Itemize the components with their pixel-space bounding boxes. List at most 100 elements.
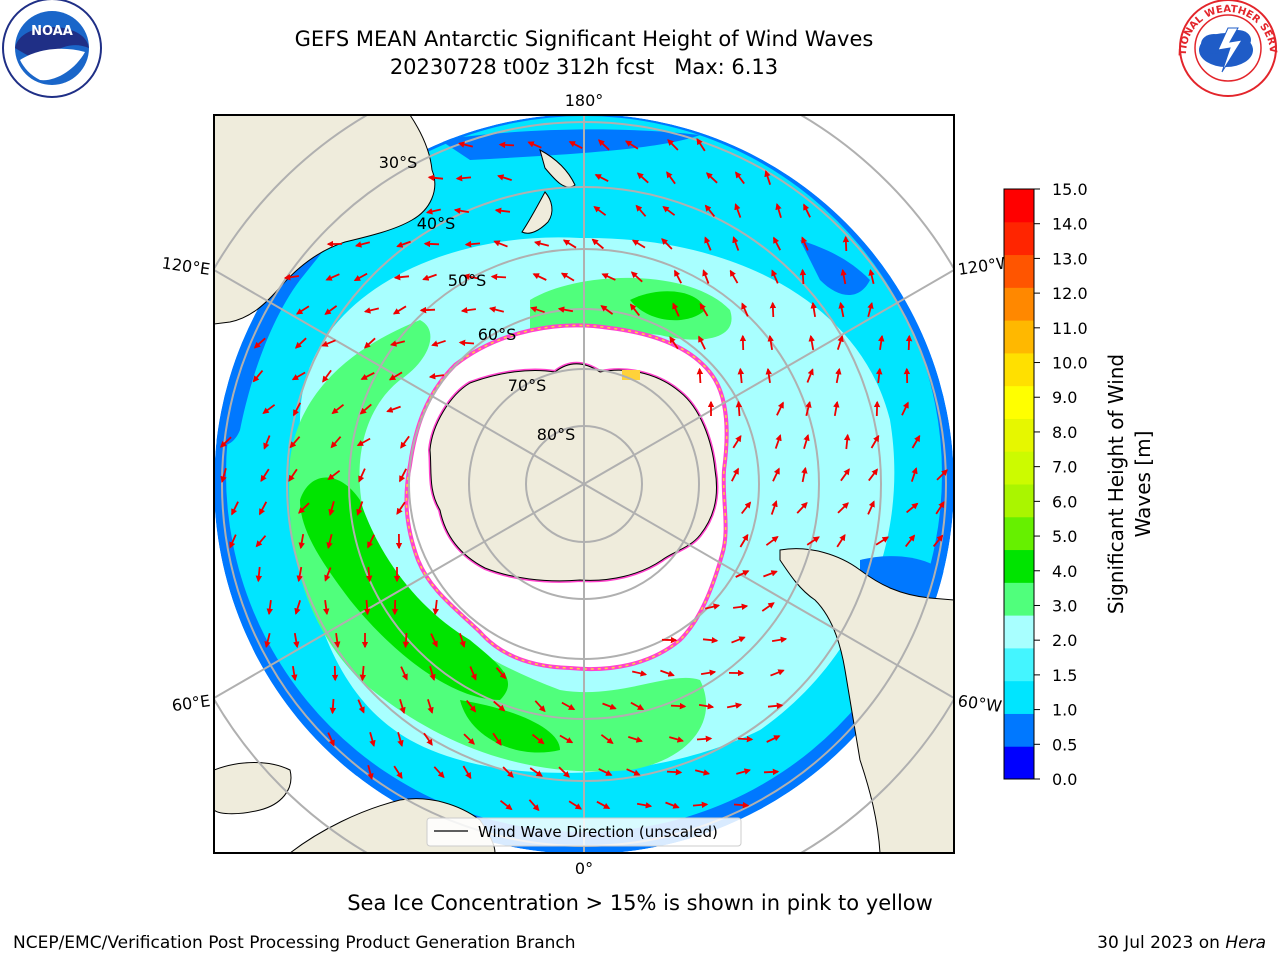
wave-direction-arrow	[735, 171, 745, 185]
footer-date: 30 Jul 2023 on	[1097, 933, 1226, 953]
wave-direction-arrow	[360, 371, 375, 381]
wave-direction-arrow	[806, 536, 820, 546]
wave-direction-arrow	[801, 466, 808, 483]
wave-direction-arrow	[324, 567, 332, 582]
wave-direction-arrow	[296, 566, 303, 583]
wave-direction-arrow	[392, 305, 407, 315]
wave-direction-arrow	[402, 632, 410, 649]
wave-direction-arrow	[836, 335, 844, 350]
direction-legend: Wind Wave Direction (unscaled)	[426, 817, 742, 847]
wave-direction-arrow	[910, 467, 918, 482]
wave-direction-arrow	[734, 203, 742, 218]
colorbar-tick-label: 5.0	[1052, 527, 1077, 546]
wave-direction-arrow	[776, 401, 784, 416]
wave-direction-arrow	[803, 434, 810, 449]
wave-direction-arrow	[737, 367, 745, 384]
wave-direction-arrow	[358, 468, 366, 483]
wave-direction-arrow	[803, 203, 811, 218]
wave-direction-arrow	[367, 764, 374, 781]
colorbar-cell	[1004, 484, 1034, 518]
wave-direction-arrow	[294, 337, 307, 349]
wave-direction-arrow	[431, 339, 446, 347]
wave-direction-arrow	[672, 302, 680, 317]
wave-band-indian	[289, 320, 707, 772]
wave-direction-arrow	[495, 667, 507, 680]
south-america-land	[779, 548, 954, 853]
map-border	[213, 114, 955, 854]
colorbar-tick-label: 4.0	[1052, 562, 1077, 581]
wave-direction-arrow	[735, 570, 750, 578]
wave-direction-arrow	[911, 434, 921, 449]
footer-credit: NCEP/EMC/Verification Post Processing Pr…	[13, 933, 576, 953]
map-frame-content	[214, 115, 954, 853]
wave-direction-arrow	[669, 336, 679, 350]
wave-direction-arrow	[635, 204, 647, 217]
wave-direction-arrow	[765, 536, 779, 546]
wave-direction-arrow	[323, 599, 330, 616]
wave-direction-arrow	[498, 141, 515, 149]
wave-direction-arrow	[219, 436, 232, 448]
wave-direction-arrow	[901, 401, 909, 416]
wave-direction-arrow	[705, 172, 718, 184]
wave-direction-arrow	[732, 435, 742, 449]
footer-host: Hera	[1225, 933, 1266, 953]
chart-subtitle: 20230728 t00z 312h fcst Max: 6.13	[389, 55, 779, 79]
wave-direction-arrow	[694, 769, 711, 776]
colorbar-cell	[1004, 615, 1034, 649]
wave-direction-arrow	[325, 273, 340, 281]
colorbar-cell	[1004, 549, 1034, 583]
wave-direction-arrow	[878, 334, 885, 351]
wave-direction-arrow	[493, 700, 506, 712]
wave-direction-arrow	[631, 239, 646, 249]
colorbar-cell	[1004, 516, 1034, 551]
graticule	[214, 115, 954, 853]
wave-direction-arrow	[771, 636, 788, 643]
wave-direction-arrow	[732, 603, 749, 610]
wave-direction-arrow	[429, 666, 436, 681]
lon-label-60e: 60°E	[171, 691, 212, 715]
wave-direction-arrow	[399, 699, 406, 714]
wave-direction-arrow	[838, 301, 845, 318]
wave-direction-arrow	[601, 273, 616, 281]
wave-direction-arrow	[457, 141, 474, 148]
wave-direction-arrow	[770, 669, 785, 677]
colorbar-cell	[1004, 320, 1034, 354]
wave-direction-arrow	[562, 239, 577, 249]
wave-direction-arrow	[775, 203, 782, 218]
wave-direction-arrow	[427, 174, 444, 182]
wave-direction-arrow	[231, 501, 239, 516]
wave-direction-arrow	[459, 633, 466, 648]
wave-direction-arrow	[386, 405, 401, 413]
wave-direction-arrow	[527, 141, 542, 149]
wave-direction-arrow	[698, 703, 715, 710]
wave-direction-arrow	[425, 208, 441, 215]
colorbar-label-line1: Significant Height of Wind	[1104, 354, 1128, 614]
wave-direction-arrow	[868, 268, 875, 285]
colorbar-cell	[1004, 254, 1034, 288]
wave-direction-arrow	[289, 436, 301, 449]
lat-label-50s: 50°S	[448, 271, 487, 290]
wave-direction-arrow	[598, 768, 613, 776]
wave-direction-arrow	[867, 500, 875, 515]
wave-direction-arrow	[696, 138, 706, 152]
wave-direction-arrow	[367, 534, 375, 549]
wave-direction-arrow	[396, 240, 411, 248]
wave-direction-arrow	[393, 273, 410, 281]
wave-direction-arrow	[766, 735, 781, 743]
colorbar-tick-label: 1.0	[1052, 701, 1077, 720]
wave-direction-arrow	[625, 140, 639, 150]
wave-direction-arrow	[696, 367, 704, 384]
wave-direction-arrow	[842, 235, 850, 252]
colorbar-tick-label: 7.0	[1052, 458, 1077, 477]
wave-direction-arrow	[808, 334, 815, 351]
wave-direction-arrow	[870, 434, 880, 449]
wave-direction-arrow	[266, 599, 273, 616]
wave-direction-arrow	[561, 701, 576, 711]
wave-direction-arrow	[591, 238, 604, 250]
wave-direction-arrow	[840, 468, 850, 482]
wave-direction-arrow	[331, 403, 345, 415]
wave-direction-arrow	[533, 240, 550, 247]
colorbar-tick-label: 11.0	[1052, 319, 1088, 338]
colorbar-cell	[1004, 680, 1034, 714]
wave-direction-arrow	[629, 303, 641, 317]
